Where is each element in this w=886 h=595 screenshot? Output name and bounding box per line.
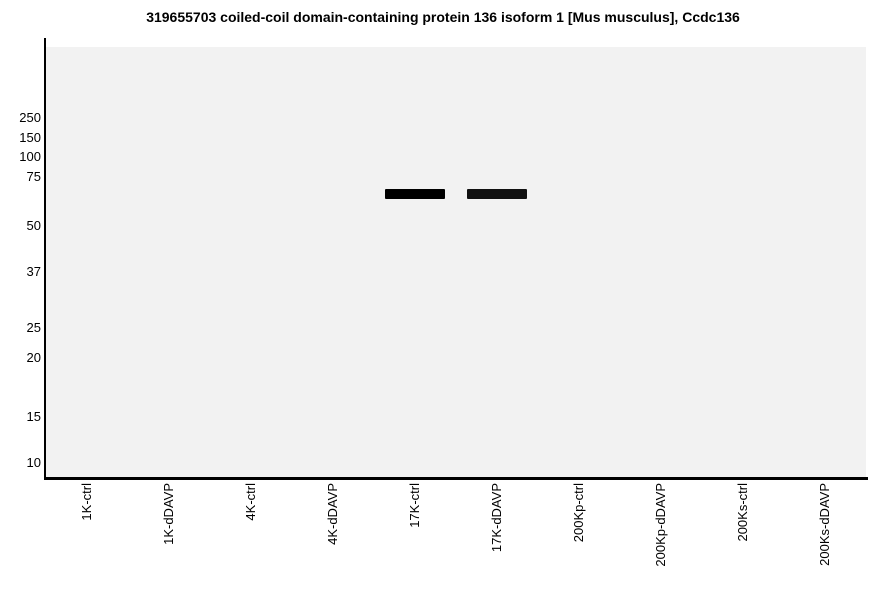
x-tick-label: 200Kp-dDAVP — [653, 483, 668, 567]
y-tick-label: 25 — [26, 320, 41, 336]
y-tick-label: 10 — [26, 455, 41, 471]
x-tick-label: 1K-ctrl — [79, 483, 94, 521]
x-tick-label: 1K-dDAVP — [161, 483, 176, 545]
x-tick-label: 200Kp-ctrl — [571, 483, 586, 543]
blot-band — [467, 189, 527, 199]
plot-panel — [46, 47, 866, 477]
y-tick-label: 15 — [26, 409, 41, 425]
y-tick-label: 37 — [26, 264, 41, 280]
y-tick-label: 50 — [26, 218, 41, 234]
x-tick-label: 200Ks-dDAVP — [817, 483, 832, 566]
x-tick-label: 4K-dDAVP — [325, 483, 340, 545]
y-tick-label: 100 — [19, 149, 41, 165]
chart-title: 319655703 coiled-coil domain-containing … — [146, 9, 740, 25]
y-axis-line — [44, 38, 46, 480]
y-tick-label: 20 — [26, 350, 41, 366]
y-tick-label: 75 — [26, 168, 41, 184]
y-tick-label: 250 — [19, 110, 41, 126]
x-tick-label: 200Ks-ctrl — [735, 483, 750, 542]
x-tick-label: 17K-ctrl — [407, 483, 422, 528]
y-tick-label: 150 — [19, 129, 41, 145]
x-tick-label: 17K-dDAVP — [489, 483, 504, 553]
x-axis-line — [44, 477, 868, 480]
blot-band — [385, 189, 445, 199]
x-tick-label: 4K-ctrl — [243, 483, 258, 521]
